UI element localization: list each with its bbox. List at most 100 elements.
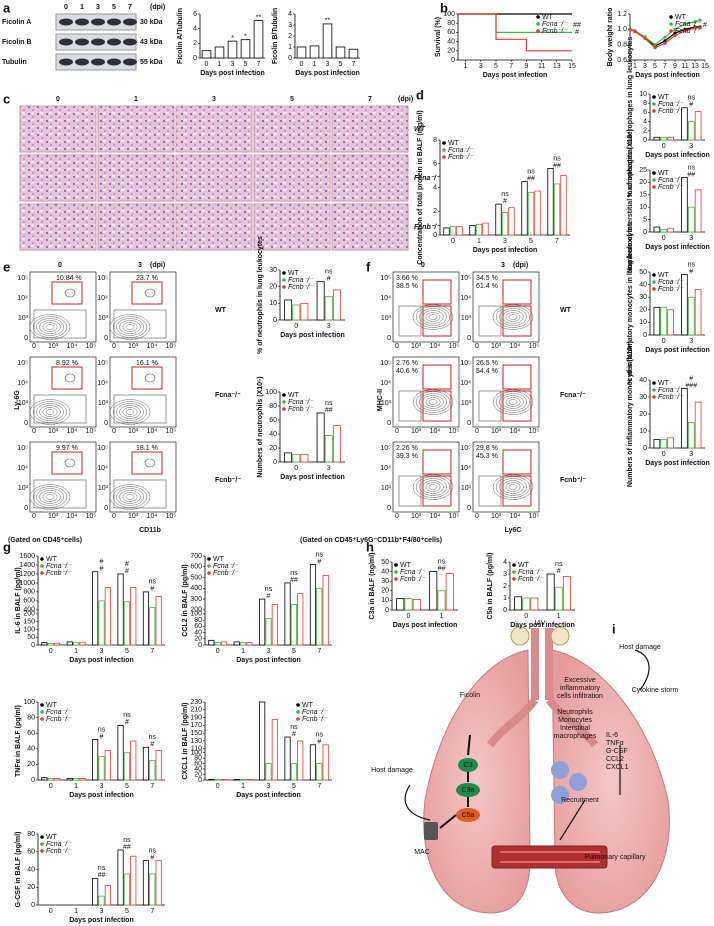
point (628, 27, 632, 31)
y-tick-label: 60 (194, 760, 202, 767)
x-tick-label: 3 (689, 143, 693, 150)
contour (64, 288, 76, 298)
point (693, 26, 697, 30)
contour (499, 393, 527, 411)
y-tick-label: 40 (194, 629, 202, 636)
x-tick-label: 1 (313, 61, 317, 68)
bar (547, 168, 554, 236)
legend-swatch (442, 155, 446, 159)
bar (227, 40, 238, 59)
y-tick-label: 40 (639, 377, 647, 384)
x-tick-label: 0 (662, 338, 666, 345)
panel-letter: h (366, 539, 374, 554)
bar (653, 439, 661, 449)
contour (122, 322, 138, 332)
bar (142, 860, 150, 906)
legend-label: WT (658, 170, 670, 177)
x-axis-label: Days post infection (393, 622, 458, 629)
bar (660, 439, 668, 449)
significance: # (125, 561, 129, 568)
significance: ns (98, 865, 106, 872)
histology-image (175, 105, 253, 153)
bar (220, 641, 228, 646)
band (107, 18, 121, 26)
significance: # (557, 568, 561, 575)
bar (240, 779, 247, 781)
x-tick-label: 5 (653, 63, 657, 70)
y-tick-label: 10 (639, 91, 647, 98)
point (693, 20, 697, 24)
histology-image (331, 105, 409, 153)
x-axis-label: Days post infection (200, 70, 265, 77)
y-axis-label: Numbers of inflammatory monocytes (X10⁴) (627, 341, 634, 487)
y-tick-label: 800 (23, 589, 35, 596)
y-tick-label: 1.2 (617, 11, 627, 18)
bar (41, 777, 48, 781)
flow-tick: 0 (467, 335, 471, 342)
significance: ** (256, 14, 262, 21)
bar (130, 740, 137, 781)
legend-label: Fcna⁻/⁻ (288, 399, 314, 406)
contour (125, 324, 135, 330)
point (633, 30, 637, 34)
gate (398, 475, 422, 507)
y-tick-label: 30 (381, 578, 389, 585)
y-tick-label: 2 (433, 208, 437, 215)
legend-label: Fcna⁻/⁻ (46, 841, 72, 848)
y-tick-label: 0 (643, 445, 647, 452)
contour (64, 458, 76, 468)
x-tick-label: 5 (292, 783, 296, 790)
flow-tick: 10⁴ (430, 513, 441, 520)
flow-tick: 10³ (98, 315, 109, 322)
y-tick-label: 0 (193, 55, 197, 62)
flow-tick: 10⁵ (166, 428, 177, 435)
contour (419, 478, 447, 496)
flow-tick: 10⁴ (460, 380, 471, 387)
x-tick-label: 3 (100, 648, 104, 655)
bar (149, 607, 156, 646)
x-axis-label: Days post infection (236, 792, 301, 799)
gate-percent: 54.4 % (476, 368, 498, 375)
y-tick-label: 30 (269, 267, 277, 274)
bar (469, 225, 476, 236)
legend-label: Fcnb⁻/⁻ (288, 284, 314, 291)
x-tick-label: 7 (150, 908, 154, 915)
flow-tick: 10⁴ (460, 465, 471, 472)
legend-label: Fcnb⁻/⁻ (213, 570, 239, 577)
bar (155, 595, 162, 646)
flow-tick: 0 (467, 505, 471, 512)
legend-label: Fcna⁻/⁻ (448, 147, 474, 154)
gate (478, 390, 502, 422)
y-axis-label: Numbers of neutrophils (X10⁵) (257, 376, 264, 477)
band (107, 58, 121, 66)
gate-percent: 39.3 % (396, 453, 418, 460)
legend-label: Fcnb⁻/⁻ (46, 570, 72, 577)
significance: ns (123, 837, 131, 844)
x-tick-label: 1 (241, 648, 245, 655)
col-label: 1 (134, 96, 138, 103)
band (75, 18, 89, 26)
significance: # (575, 29, 579, 36)
flow-tick: 0 (467, 420, 471, 427)
legend-swatch (40, 842, 44, 846)
significance: # (703, 22, 707, 29)
y-tick-label: 0 (643, 229, 647, 236)
y-tick-label: 40 (639, 281, 647, 288)
flow-tick: 10⁴ (380, 465, 391, 472)
diagram-label: cells infiltration (557, 693, 603, 700)
y-tick-label: 100 (190, 750, 202, 757)
legend-label: Fcna⁻/⁻ (658, 101, 684, 108)
gate (131, 281, 163, 305)
bar (316, 587, 323, 646)
contour (125, 494, 135, 500)
legend-label: Fcnb⁻/⁻ (518, 576, 544, 583)
bar (155, 749, 162, 781)
gate (502, 364, 532, 390)
y-tick-label: 50 (27, 634, 35, 641)
x-tick-label: 0 (294, 465, 298, 472)
bar (546, 573, 555, 611)
y-tick-label: 100 (443, 11, 455, 18)
flow-tick: 10³ (381, 485, 392, 492)
flow-tick: 0 (24, 335, 28, 342)
y-tick-label: 6 (643, 109, 647, 116)
